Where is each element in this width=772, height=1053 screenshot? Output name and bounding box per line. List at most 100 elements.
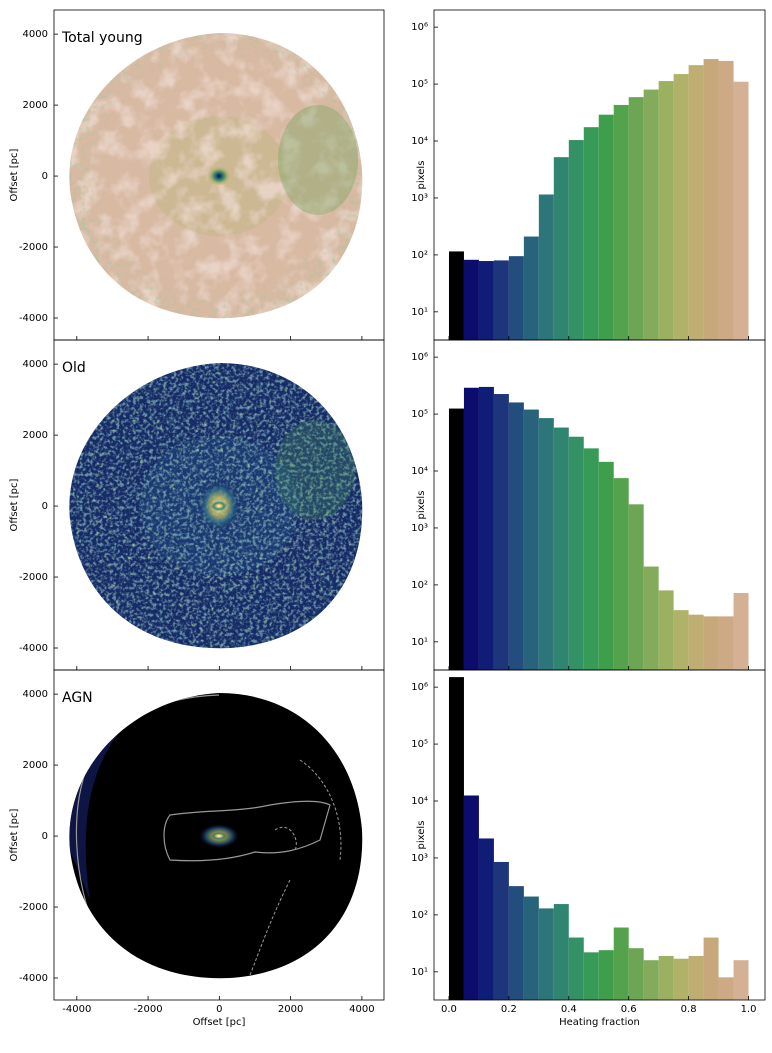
y-tick-label: 10⁵ <box>411 409 428 420</box>
axes-frame <box>433 669 766 1001</box>
y-axis-label: Offset [pc] <box>9 148 20 201</box>
bar <box>478 386 494 670</box>
x-tick-label: 0.6 <box>621 1004 637 1015</box>
map-young <box>69 33 363 319</box>
bar <box>583 127 599 341</box>
y-axis-label: Offset [pc] <box>9 478 20 531</box>
panel-label: AGN <box>62 690 93 706</box>
x-tick-label: -4000 <box>62 1004 91 1015</box>
y-tick-label: 10² <box>411 250 428 261</box>
bar <box>643 566 659 670</box>
y-tick-label: 10⁶ <box>411 352 428 363</box>
y-tick-label: 10¹ <box>411 967 428 978</box>
y-tick-label: 2000 <box>23 430 48 441</box>
bar <box>613 104 629 340</box>
y-tick-label: 10¹ <box>411 307 428 318</box>
x-tick-label: 0 <box>216 1004 222 1015</box>
y-tick-label: 10³ <box>411 193 428 204</box>
y-tick-label: 10⁵ <box>411 79 428 90</box>
y-tick-label: 10⁵ <box>411 739 428 750</box>
bar <box>493 861 509 1000</box>
y-tick-label: 10⁴ <box>411 136 428 147</box>
bar <box>703 59 719 340</box>
x-tick-label: -2000 <box>134 1004 163 1015</box>
bar <box>718 977 734 1000</box>
y-tick-label: 10³ <box>411 523 428 534</box>
bar <box>538 418 554 670</box>
bar <box>508 402 524 670</box>
y-tick-label: -2000 <box>19 572 48 583</box>
bar <box>553 157 569 340</box>
bar <box>523 896 539 1000</box>
bar <box>478 838 494 1000</box>
x-tick-label: 4000 <box>349 1004 374 1015</box>
bar <box>568 140 584 340</box>
bar <box>568 436 584 670</box>
y-tick-label: -4000 <box>19 973 48 984</box>
x-tick-label: 0.8 <box>681 1004 697 1015</box>
y-tick-label: 10⁴ <box>411 466 428 477</box>
y-tick-label: 0 <box>42 501 48 512</box>
x-tick-label: 1.0 <box>741 1004 757 1015</box>
bar <box>463 259 479 340</box>
bar <box>733 81 749 340</box>
bar <box>493 394 509 670</box>
bar <box>523 409 539 670</box>
y-tick-label: 4000 <box>23 29 48 40</box>
bar <box>628 504 644 670</box>
x-axis-label: Heating fraction <box>559 1017 640 1028</box>
bar <box>523 236 539 340</box>
y-tick-label: -2000 <box>19 242 48 253</box>
bar <box>673 958 689 1000</box>
x-tick-label: 0.4 <box>561 1004 577 1015</box>
y-tick-label: 10⁴ <box>411 796 428 807</box>
y-tick-label: 10³ <box>411 853 428 864</box>
bar <box>538 194 554 340</box>
y-tick-label: 2000 <box>23 760 48 771</box>
y-tick-label: 4000 <box>23 689 48 700</box>
bar <box>688 614 704 670</box>
bar <box>733 960 749 1000</box>
bar <box>538 908 554 1000</box>
bar <box>733 593 749 670</box>
bar <box>613 927 629 1000</box>
bar <box>643 89 659 340</box>
bar <box>703 937 719 1000</box>
bar <box>568 937 584 1000</box>
y-tick-label: -4000 <box>19 643 48 654</box>
y-tick-label: 10¹ <box>411 637 428 648</box>
y-tick-label: -4000 <box>19 313 48 324</box>
y-tick-label: 10⁶ <box>411 22 428 33</box>
bar <box>463 795 479 1000</box>
bar <box>448 408 464 670</box>
map-agn <box>69 693 363 979</box>
bar <box>598 461 614 670</box>
bar <box>583 952 599 1000</box>
panel-label: Old <box>62 360 86 376</box>
bar <box>493 260 509 340</box>
y-tick-label: -2000 <box>19 902 48 913</box>
x-tick-label: 0.0 <box>441 1004 457 1015</box>
y-tick-label: 0 <box>42 831 48 842</box>
bar <box>688 955 704 1000</box>
bar <box>628 948 644 1000</box>
bar <box>658 955 674 1000</box>
bar <box>448 677 464 1000</box>
bar <box>718 616 734 670</box>
bar <box>508 256 524 340</box>
bar <box>478 261 494 340</box>
bar <box>688 65 704 341</box>
bar <box>553 427 569 670</box>
y-axis-label: pixels <box>416 161 427 190</box>
x-tick-label: 0.2 <box>501 1004 517 1015</box>
bar <box>628 97 644 340</box>
bar <box>703 616 719 670</box>
y-tick-label: 0 <box>42 171 48 182</box>
bar <box>673 610 689 670</box>
panel-label: Total young <box>61 30 143 46</box>
y-tick-label: 10⁶ <box>411 682 428 693</box>
y-tick-label: 4000 <box>23 359 48 370</box>
bar <box>718 60 734 340</box>
y-axis-label: pixels <box>416 491 427 520</box>
